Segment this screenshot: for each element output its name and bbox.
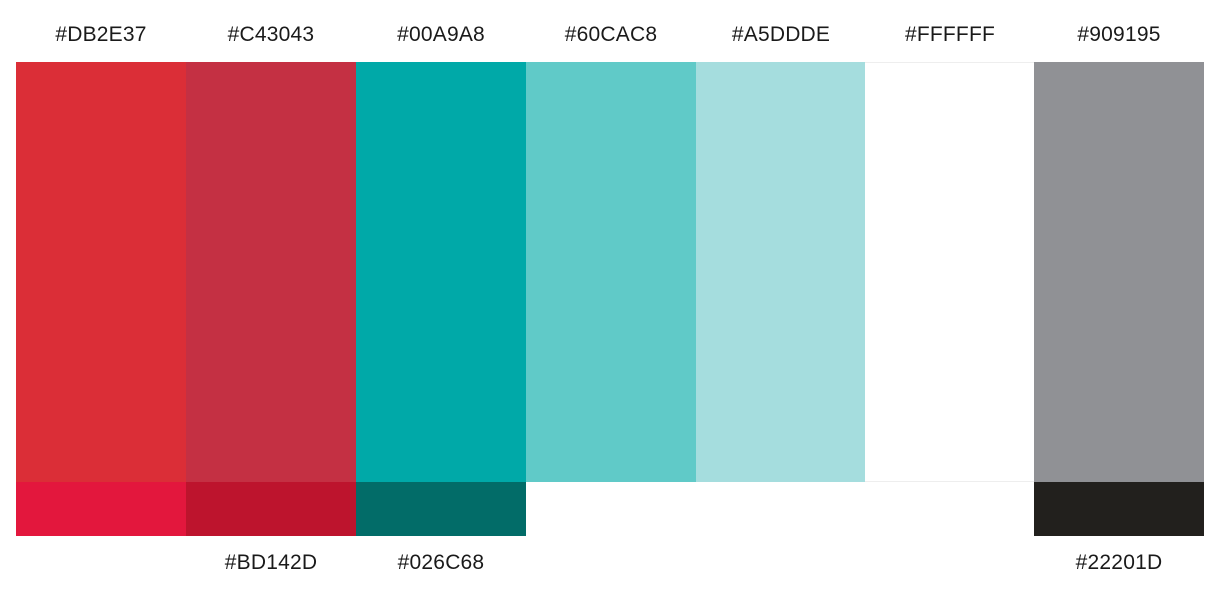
swatch-label-light-aqua: #A5DDDE xyxy=(731,23,831,46)
shade-swatch-crimson xyxy=(186,482,356,536)
swatch-teal xyxy=(356,62,526,482)
swatch-aqua xyxy=(526,62,696,482)
swatch-column-white: #FFFFFF xyxy=(865,0,1035,600)
swatch-column-red: #DB2E37 xyxy=(16,0,186,600)
swatch-light-aqua xyxy=(696,62,866,482)
swatch-label-aqua: #60CAC8 xyxy=(564,23,658,46)
shade-label-crimson: #BD142D xyxy=(224,551,318,574)
swatch-column-gray: #909195 #22201D xyxy=(1034,0,1204,600)
swatch-column-crimson: #C43043 #BD142D xyxy=(186,0,356,600)
swatch-label-crimson: #C43043 xyxy=(227,23,315,46)
swatch-label-white: #FFFFFF xyxy=(904,23,996,46)
swatch-label-red: #DB2E37 xyxy=(55,23,147,46)
shade-swatch-gray xyxy=(1034,482,1204,536)
shade-swatch-teal xyxy=(356,482,526,536)
shade-label-teal: #026C68 xyxy=(397,551,485,574)
swatch-label-gray: #909195 xyxy=(1077,23,1161,46)
swatch-red xyxy=(16,62,186,482)
swatch-column-aqua: #60CAC8 xyxy=(526,0,696,600)
swatch-label-teal: #00A9A8 xyxy=(397,23,485,46)
swatch-crimson xyxy=(186,62,356,482)
swatch-gray xyxy=(1034,62,1204,482)
swatch-column-light-aqua: #A5DDDE xyxy=(696,0,866,600)
swatch-white xyxy=(865,62,1035,482)
shade-label-gray: #22201D xyxy=(1075,551,1163,574)
shade-swatch-red xyxy=(16,482,186,536)
swatch-column-teal: #00A9A8 #026C68 xyxy=(356,0,526,600)
